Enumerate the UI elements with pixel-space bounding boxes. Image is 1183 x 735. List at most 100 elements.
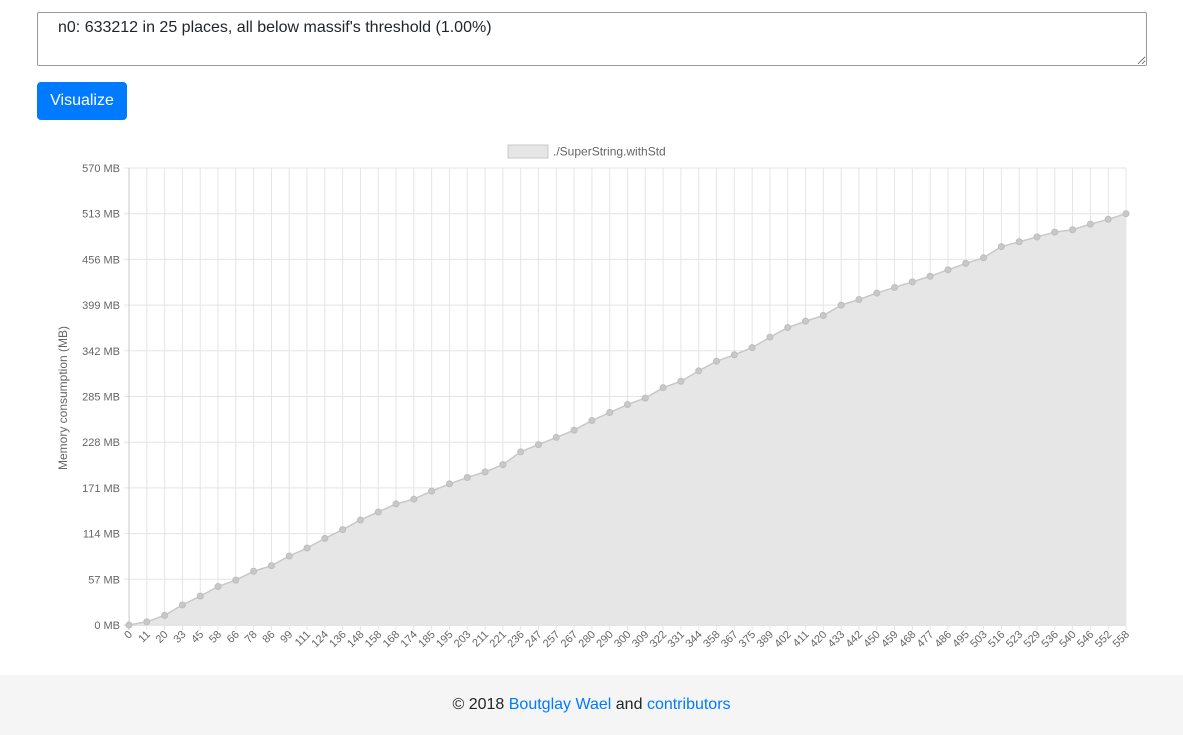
- y-tick-label: 0 MB: [94, 620, 120, 632]
- x-tick-label: 433: [826, 629, 847, 650]
- x-tick-label: 468: [897, 629, 918, 650]
- author-link[interactable]: Boutglay Wael: [508, 696, 612, 713]
- data-point: [677, 377, 685, 385]
- x-tick-label: 195: [434, 629, 455, 650]
- x-tick-label: 111: [293, 629, 313, 649]
- x-tick-label: 411: [791, 629, 812, 650]
- x-tick-label: 221: [488, 629, 509, 650]
- x-tick-label: 168: [381, 629, 402, 650]
- data-point: [161, 611, 169, 619]
- data-point: [784, 324, 792, 332]
- data-point: [891, 283, 899, 291]
- y-tick-label: 285 MB: [82, 392, 120, 404]
- data-point: [855, 295, 863, 303]
- data-point: [819, 312, 827, 320]
- y-tick-label: 171 MB: [82, 483, 120, 495]
- y-tick-label: 114 MB: [83, 529, 120, 541]
- x-tick-label: 0: [122, 629, 135, 642]
- data-point: [1069, 226, 1077, 234]
- footer: © 2018 Boutglay Wael and contributors: [0, 675, 1183, 735]
- x-tick-label: 402: [772, 629, 793, 650]
- data-point: [481, 468, 489, 476]
- x-tick-label: 11: [136, 629, 153, 646]
- y-tick-label: 228 MB: [82, 437, 120, 449]
- x-tick-label: 20: [154, 629, 171, 646]
- data-point: [1015, 238, 1023, 246]
- data-point: [641, 394, 649, 402]
- x-tick-label: 529: [1022, 629, 1043, 650]
- data-point: [285, 552, 293, 560]
- data-point: [445, 480, 453, 488]
- x-tick-label: 322: [648, 629, 669, 650]
- data-point: [196, 592, 204, 600]
- data-point: [1104, 215, 1112, 223]
- data-point: [1122, 210, 1130, 218]
- x-tick-label: 66: [225, 629, 242, 646]
- x-tick-label: 174: [399, 629, 420, 650]
- data-point: [374, 508, 382, 516]
- data-point: [303, 544, 311, 552]
- data-point: [873, 289, 881, 297]
- data-point: [534, 441, 542, 449]
- x-tick-label: 300: [612, 629, 633, 650]
- x-tick-label: 148: [345, 629, 366, 650]
- memory-chart: 0 MB 57 MB 114 MB 171 MB 228 MB 285 MB 342 MB 3…: [56, 144, 1132, 650]
- x-tick-label: 78: [243, 629, 260, 646]
- x-tick-label: 185: [416, 629, 437, 650]
- data-point: [606, 409, 614, 417]
- data-point: [321, 534, 329, 542]
- data-point: [944, 266, 952, 274]
- chart-area: [125, 210, 1130, 629]
- legend-swatch[interactable]: [507, 144, 549, 159]
- x-tick-label: 280: [577, 629, 598, 650]
- x-tick-label: 540: [1057, 629, 1078, 650]
- x-tick-label: 486: [933, 629, 954, 650]
- data-point: [356, 516, 364, 524]
- data-point: [463, 473, 471, 481]
- chart-legend: ./SuperString.withStd: [507, 144, 666, 159]
- x-tick-label: 420: [808, 629, 829, 650]
- x-tick-label: 516: [986, 629, 1007, 650]
- x-tick-label: 203: [452, 629, 473, 650]
- data-point: [428, 487, 436, 495]
- x-tick-label: 33: [171, 629, 188, 646]
- x-tick-label: 236: [505, 629, 526, 650]
- x-tick-label: 503: [968, 629, 989, 650]
- x-tick-label: 375: [737, 629, 758, 650]
- data-point: [748, 344, 756, 352]
- data-point: [908, 278, 916, 286]
- x-tick-label: 546: [1075, 629, 1096, 650]
- x-tick-label: 450: [861, 629, 882, 650]
- x-tick-label: 536: [1039, 629, 1060, 650]
- series-area: [129, 213, 1126, 625]
- x-tick-label: 495: [950, 629, 971, 650]
- x-tick-label: 477: [915, 629, 936, 650]
- data-point: [499, 461, 507, 469]
- contributors-link[interactable]: contributors: [646, 696, 731, 713]
- y-axis-title: Memory consumption (MB): [56, 326, 70, 470]
- visualize-button[interactable]: Visualize: [37, 82, 127, 120]
- data-point: [339, 526, 347, 534]
- data-point: [392, 500, 400, 508]
- data-point: [570, 426, 578, 434]
- x-tick-label: 442: [844, 629, 865, 650]
- legend-label: ./SuperString.withStd: [553, 145, 666, 159]
- data-point: [766, 333, 774, 341]
- data-point: [695, 367, 703, 375]
- x-tick-label: 136: [327, 629, 348, 650]
- data-point: [588, 417, 596, 425]
- data-point: [837, 301, 845, 309]
- x-tick-label: 99: [278, 629, 295, 646]
- data-point: [926, 272, 934, 280]
- data-point: [143, 618, 151, 626]
- x-tick-label: 86: [260, 629, 277, 646]
- data-point: [997, 243, 1005, 251]
- data-point: [624, 401, 631, 409]
- data-point: [250, 567, 258, 575]
- massif-output-input[interactable]: n0: 633212 in 25 places, all below massi…: [37, 12, 1147, 66]
- y-tick-label: 57 MB: [88, 574, 120, 586]
- x-tick-label: 290: [594, 629, 615, 650]
- data-point: [659, 384, 667, 392]
- data-point: [178, 601, 186, 609]
